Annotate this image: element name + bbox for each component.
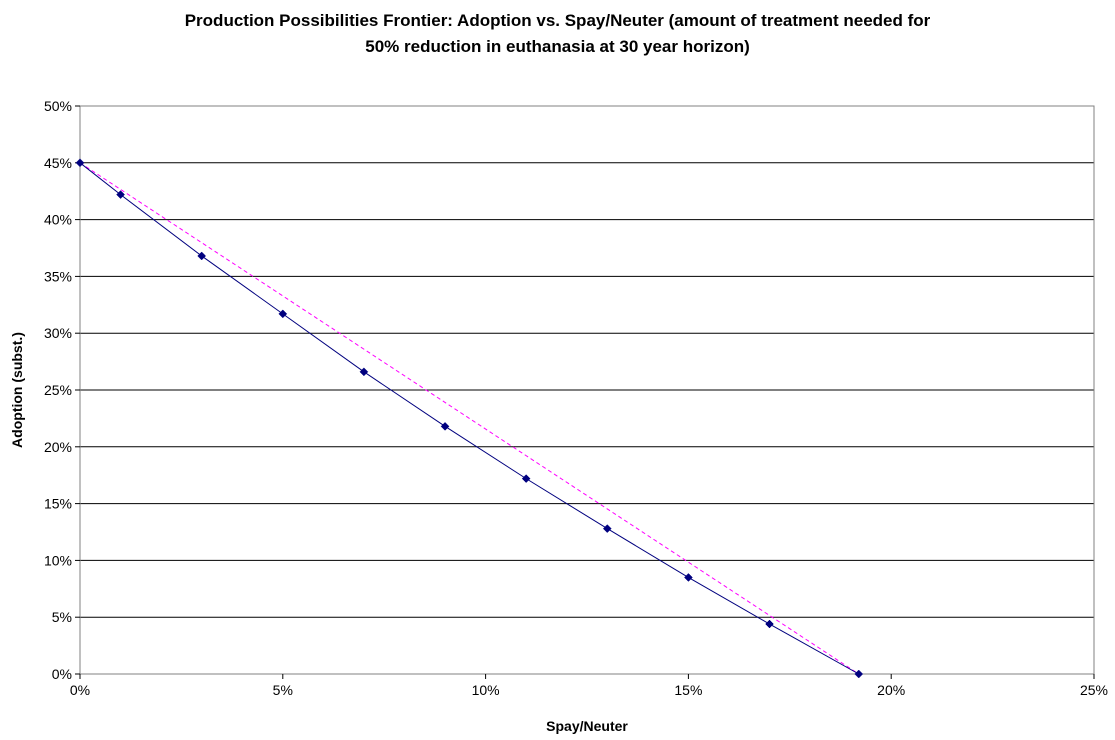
y-tick-label: 30% [44, 325, 72, 341]
x-tick-label: 15% [674, 682, 702, 698]
y-tick-label: 5% [52, 609, 72, 625]
series-layer [75, 158, 864, 679]
y-tick-label: 25% [44, 382, 72, 398]
data-point-marker [359, 367, 369, 377]
y-tick-label: 35% [44, 268, 72, 284]
data-point-marker [602, 524, 612, 533]
y-tick-label: 50% [44, 98, 72, 114]
y-tick-label: 0% [52, 666, 72, 682]
data-point-marker [765, 619, 774, 629]
chart-title: Production Possibilities Frontier: Adopt… [0, 8, 1115, 60]
x-tick-label: 5% [273, 682, 293, 698]
data-point-marker [854, 669, 864, 679]
y-axis-ticks: 0% 5% 10% 15% 20% 25% 30% 35% 40% 45% 50% [44, 98, 80, 682]
y-tick-label: 20% [44, 439, 72, 455]
chart-title-line-1: Production Possibilities Frontier: Adopt… [184, 11, 931, 30]
gridlines [80, 162, 1094, 618]
x-axis-ticks: 0% 5% 10% 15% 20% 25% [70, 674, 1108, 698]
y-tick-label: 15% [44, 496, 72, 512]
x-tick-label: 0% [70, 682, 90, 698]
y-tick-label: 40% [44, 212, 72, 228]
data-point-marker [116, 190, 125, 199]
y-tick-label: 10% [44, 552, 72, 568]
chart-title-line-2: 50% reduction in euthanasia at 30 year h… [365, 37, 750, 56]
x-tick-label: 25% [1080, 682, 1108, 698]
data-point-marker [278, 309, 288, 319]
x-tick-label: 10% [472, 682, 500, 698]
reference-line-dashed [79, 162, 860, 675]
data-point-marker [440, 421, 450, 431]
y-tick-label: 45% [44, 155, 72, 171]
y-axis-title: Adoption (subst.) [9, 332, 25, 448]
data-point-marker [197, 251, 207, 261]
data-point-marker [75, 158, 85, 168]
x-tick-label: 20% [877, 682, 905, 698]
data-point-marker [684, 573, 693, 582]
data-point-marker [521, 474, 531, 483]
x-axis-title: Spay/Neuter [546, 718, 628, 734]
